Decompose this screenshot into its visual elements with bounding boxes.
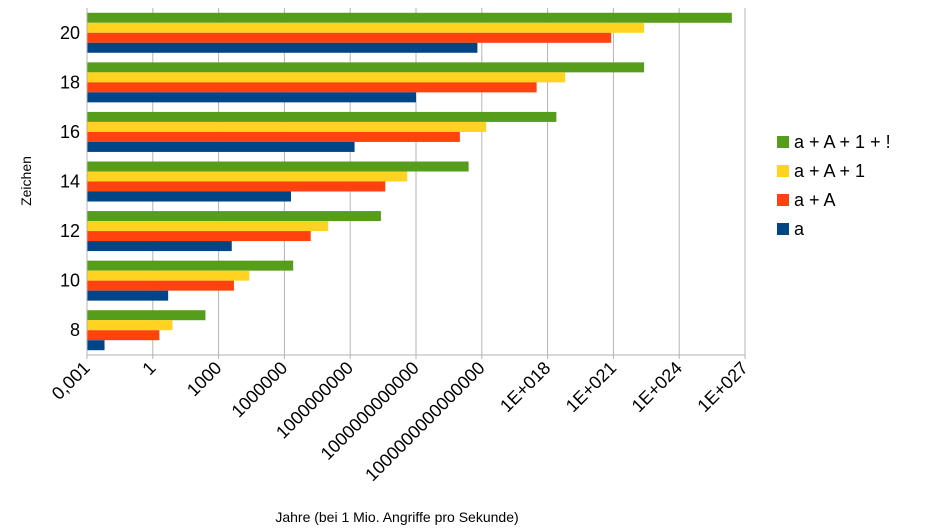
bar [87,42,478,53]
legend-label: a [794,219,805,239]
bar [87,121,487,132]
bar [87,320,173,331]
bar [87,131,460,142]
legend-swatch [777,165,789,177]
bar [87,111,557,122]
x-tick-label: 1000000000000000 [361,358,488,485]
legend-label: a + A + 1 [794,161,865,181]
bar [87,270,250,281]
x-tick-label: 1E+027 [693,358,751,416]
x-tick-label: 1000000 [228,358,292,422]
bar [87,290,169,301]
bar [87,32,612,43]
bar [87,171,408,182]
bars [87,12,732,351]
bar [87,82,537,93]
bar [87,241,232,252]
bar [87,260,294,271]
legend-swatch [777,194,789,206]
y-tick-labels: 8 10 12 14 16 18 20 [60,23,80,340]
y-tick-label: 12 [60,221,80,241]
bar [87,280,234,291]
bar [87,310,206,321]
x-tick-label: 0,001 [48,358,94,404]
bar [87,92,416,103]
bar [87,330,160,341]
bar [87,62,645,73]
bar [87,191,291,202]
y-tick-label: 10 [60,271,80,291]
x-tick-label: 1E+021 [562,358,620,416]
x-tick-label: 1E+018 [496,358,554,416]
bar [87,340,105,351]
y-tick-label: 18 [60,72,80,92]
x-tick-label: 1E+024 [628,358,686,416]
legend-swatch [777,223,789,235]
x-tick-label: 1000 [183,358,225,400]
bar [87,141,355,152]
y-tick-label: 20 [60,23,80,43]
legend-swatch [777,136,789,148]
y-tick-label: 14 [60,172,80,192]
bar [87,181,386,192]
bar [87,211,381,222]
bar [87,221,329,232]
bar [87,72,566,83]
bar [87,12,732,23]
y-tick-label: 16 [60,122,80,142]
bar [87,231,311,242]
legend: a + A + 1 + ! a + A + 1 a + A a [777,132,891,239]
y-tick-label: 8 [70,320,80,340]
y-axis-title: Zeichen [18,156,34,206]
x-tick-label: 1 [138,358,159,379]
bar [87,161,469,172]
legend-label: a + A [794,190,836,210]
x-tick-labels: 0,001 1 1000 100000010000000001000000000000… [48,355,752,485]
legend-label: a + A + 1 + ! [794,132,891,152]
x-axis-title: Jahre (bei 1 Mio. Angriffe pro Sekunde) [275,509,518,525]
bar [87,22,645,33]
